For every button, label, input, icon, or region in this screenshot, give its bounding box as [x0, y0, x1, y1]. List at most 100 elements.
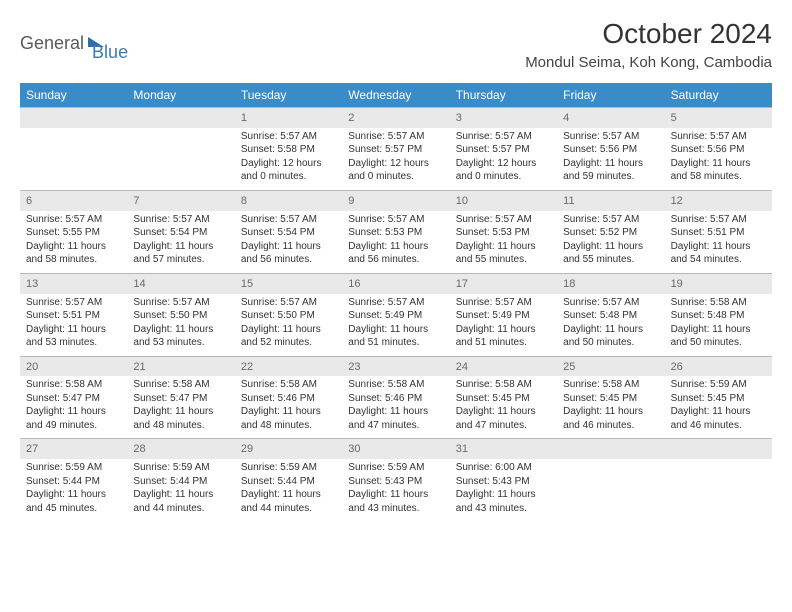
day-cell: 15Sunrise: 5:57 AMSunset: 5:50 PMDayligh…: [235, 273, 342, 356]
day-number: 28: [127, 439, 234, 459]
sunrise-text: Sunrise: 5:58 AM: [26, 378, 121, 392]
day-number: 20: [20, 357, 127, 377]
day-number: 7: [127, 191, 234, 211]
daylight-text: Daylight: 11 hours and 56 minutes.: [348, 240, 443, 267]
sunrise-text: Sunrise: 5:58 AM: [241, 378, 336, 392]
day-cell: 16Sunrise: 5:57 AMSunset: 5:49 PMDayligh…: [342, 273, 449, 356]
sunset-text: Sunset: 5:44 PM: [26, 475, 121, 489]
day-cell: 9Sunrise: 5:57 AMSunset: 5:53 PMDaylight…: [342, 190, 449, 273]
weekday-header: Friday: [557, 83, 664, 107]
sunset-text: Sunset: 5:49 PM: [348, 309, 443, 323]
day-number: 9: [342, 191, 449, 211]
week-row: 20Sunrise: 5:58 AMSunset: 5:47 PMDayligh…: [20, 356, 772, 439]
sunrise-text: Sunrise: 5:57 AM: [456, 296, 551, 310]
sunrise-text: Sunrise: 5:57 AM: [563, 213, 658, 227]
sunrise-text: Sunrise: 5:57 AM: [241, 296, 336, 310]
day-cell: 25Sunrise: 5:58 AMSunset: 5:45 PMDayligh…: [557, 356, 664, 439]
sunrise-text: Sunrise: 5:57 AM: [241, 130, 336, 144]
sunrise-text: Sunrise: 5:57 AM: [671, 213, 766, 227]
daylight-text: Daylight: 11 hours and 56 minutes.: [241, 240, 336, 267]
day-number: 16: [342, 274, 449, 294]
sunset-text: Sunset: 5:44 PM: [241, 475, 336, 489]
day-cell: 1Sunrise: 5:57 AMSunset: 5:58 PMDaylight…: [235, 107, 342, 190]
daylight-text: Daylight: 11 hours and 51 minutes.: [456, 323, 551, 350]
day-cell: 6Sunrise: 5:57 AMSunset: 5:55 PMDaylight…: [20, 190, 127, 273]
day-cell: 20Sunrise: 5:58 AMSunset: 5:47 PMDayligh…: [20, 356, 127, 439]
day-number: 4: [557, 108, 664, 128]
daylight-text: Daylight: 11 hours and 55 minutes.: [456, 240, 551, 267]
day-number: 17: [450, 274, 557, 294]
day-body: Sunrise: 5:57 AMSunset: 5:49 PMDaylight:…: [450, 296, 557, 350]
weeks-container: 1Sunrise: 5:57 AMSunset: 5:58 PMDaylight…: [20, 107, 772, 521]
sunset-text: Sunset: 5:53 PM: [348, 226, 443, 240]
sunrise-text: Sunrise: 5:58 AM: [348, 378, 443, 392]
day-number-bar: [127, 108, 234, 128]
weekday-header: Thursday: [450, 83, 557, 107]
logo-text-1: General: [20, 33, 84, 54]
daylight-text: Daylight: 11 hours and 50 minutes.: [671, 323, 766, 350]
day-body: Sunrise: 5:57 AMSunset: 5:52 PMDaylight:…: [557, 213, 664, 267]
day-cell: 21Sunrise: 5:58 AMSunset: 5:47 PMDayligh…: [127, 356, 234, 439]
daylight-text: Daylight: 12 hours and 0 minutes.: [456, 157, 551, 184]
weekday-header: Tuesday: [235, 83, 342, 107]
sunrise-text: Sunrise: 5:57 AM: [671, 130, 766, 144]
daylight-text: Daylight: 11 hours and 54 minutes.: [671, 240, 766, 267]
day-number: 26: [665, 357, 772, 377]
sunset-text: Sunset: 5:55 PM: [26, 226, 121, 240]
sunrise-text: Sunrise: 5:58 AM: [671, 296, 766, 310]
sunrise-text: Sunrise: 6:00 AM: [456, 461, 551, 475]
day-cell: 19Sunrise: 5:58 AMSunset: 5:48 PMDayligh…: [665, 273, 772, 356]
sunrise-text: Sunrise: 5:57 AM: [241, 213, 336, 227]
daylight-text: Daylight: 11 hours and 47 minutes.: [456, 405, 551, 432]
day-number: 24: [450, 357, 557, 377]
day-body: Sunrise: 5:59 AMSunset: 5:45 PMDaylight:…: [665, 378, 772, 432]
sunrise-text: Sunrise: 5:59 AM: [133, 461, 228, 475]
sunrise-text: Sunrise: 5:57 AM: [133, 213, 228, 227]
sunset-text: Sunset: 5:44 PM: [133, 475, 228, 489]
day-body: Sunrise: 5:58 AMSunset: 5:46 PMDaylight:…: [342, 378, 449, 432]
sunrise-text: Sunrise: 5:57 AM: [26, 213, 121, 227]
daylight-text: Daylight: 11 hours and 47 minutes.: [348, 405, 443, 432]
day-body: Sunrise: 5:57 AMSunset: 5:54 PMDaylight:…: [235, 213, 342, 267]
daylight-text: Daylight: 11 hours and 44 minutes.: [133, 488, 228, 515]
week-row: 6Sunrise: 5:57 AMSunset: 5:55 PMDaylight…: [20, 190, 772, 273]
day-body: Sunrise: 5:57 AMSunset: 5:51 PMDaylight:…: [20, 296, 127, 350]
day-cell: 22Sunrise: 5:58 AMSunset: 5:46 PMDayligh…: [235, 356, 342, 439]
day-cell: 30Sunrise: 5:59 AMSunset: 5:43 PMDayligh…: [342, 438, 449, 521]
day-body: Sunrise: 5:58 AMSunset: 5:47 PMDaylight:…: [127, 378, 234, 432]
day-body: Sunrise: 5:59 AMSunset: 5:44 PMDaylight:…: [127, 461, 234, 515]
day-cell: 24Sunrise: 5:58 AMSunset: 5:45 PMDayligh…: [450, 356, 557, 439]
daylight-text: Daylight: 11 hours and 51 minutes.: [348, 323, 443, 350]
day-body: Sunrise: 5:57 AMSunset: 5:56 PMDaylight:…: [557, 130, 664, 184]
sunset-text: Sunset: 5:46 PM: [348, 392, 443, 406]
sunrise-text: Sunrise: 5:57 AM: [456, 213, 551, 227]
day-body: Sunrise: 6:00 AMSunset: 5:43 PMDaylight:…: [450, 461, 557, 515]
day-number: 31: [450, 439, 557, 459]
day-number: 10: [450, 191, 557, 211]
sunrise-text: Sunrise: 5:57 AM: [348, 213, 443, 227]
day-cell: 3Sunrise: 5:57 AMSunset: 5:57 PMDaylight…: [450, 107, 557, 190]
sunset-text: Sunset: 5:48 PM: [563, 309, 658, 323]
day-body: Sunrise: 5:57 AMSunset: 5:48 PMDaylight:…: [557, 296, 664, 350]
day-body: Sunrise: 5:59 AMSunset: 5:43 PMDaylight:…: [342, 461, 449, 515]
sunset-text: Sunset: 5:43 PM: [348, 475, 443, 489]
day-body: Sunrise: 5:57 AMSunset: 5:54 PMDaylight:…: [127, 213, 234, 267]
weekday-header: Wednesday: [342, 83, 449, 107]
day-body: Sunrise: 5:58 AMSunset: 5:45 PMDaylight:…: [557, 378, 664, 432]
day-cell: 29Sunrise: 5:59 AMSunset: 5:44 PMDayligh…: [235, 438, 342, 521]
sunrise-text: Sunrise: 5:57 AM: [133, 296, 228, 310]
weekday-header: Saturday: [665, 83, 772, 107]
week-row: 27Sunrise: 5:59 AMSunset: 5:44 PMDayligh…: [20, 438, 772, 521]
weekday-header: Sunday: [20, 83, 127, 107]
sunset-text: Sunset: 5:57 PM: [348, 143, 443, 157]
day-number: 23: [342, 357, 449, 377]
day-number: 19: [665, 274, 772, 294]
day-cell: 10Sunrise: 5:57 AMSunset: 5:53 PMDayligh…: [450, 190, 557, 273]
sunrise-text: Sunrise: 5:57 AM: [26, 296, 121, 310]
day-body: Sunrise: 5:57 AMSunset: 5:53 PMDaylight:…: [342, 213, 449, 267]
sunset-text: Sunset: 5:57 PM: [456, 143, 551, 157]
sunset-text: Sunset: 5:49 PM: [456, 309, 551, 323]
day-number: 12: [665, 191, 772, 211]
day-body: Sunrise: 5:57 AMSunset: 5:57 PMDaylight:…: [450, 130, 557, 184]
sunset-text: Sunset: 5:56 PM: [563, 143, 658, 157]
